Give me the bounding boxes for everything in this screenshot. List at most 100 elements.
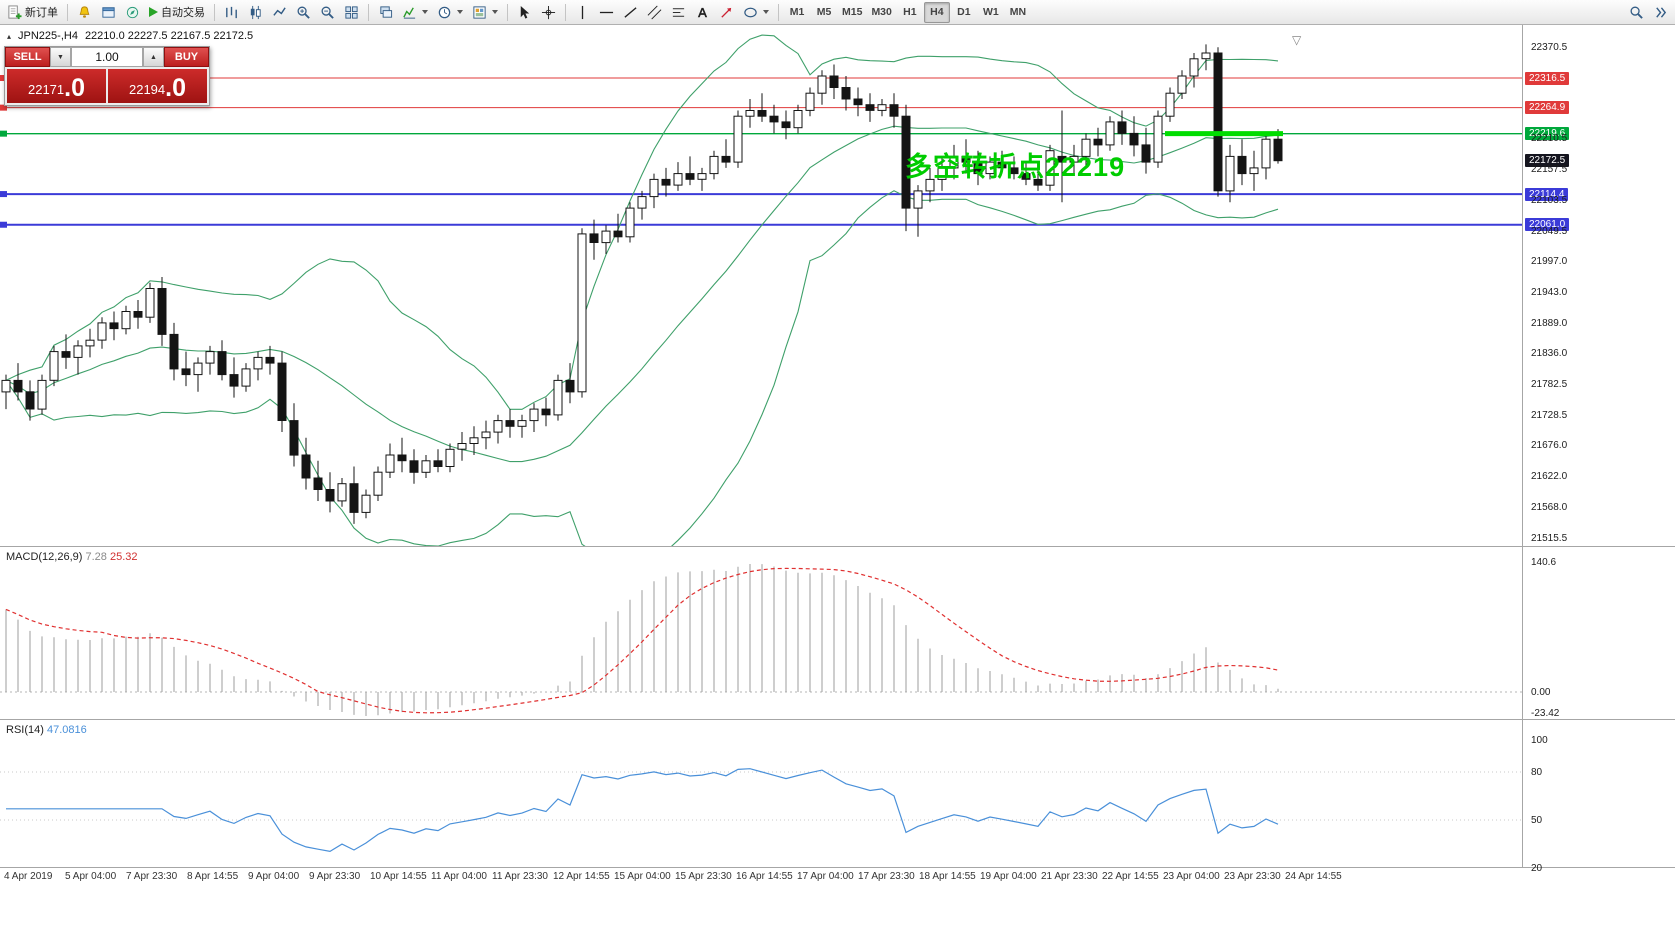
macd-panel[interactable]	[0, 547, 1522, 720]
time-label: 11 Apr 23:30	[492, 871, 548, 882]
cursor-tool-button[interactable]	[513, 2, 536, 23]
bar-chart-icon[interactable]	[220, 2, 243, 23]
volume-input[interactable]	[71, 47, 143, 67]
clock-icon	[438, 6, 451, 18]
level-handle[interactable]	[0, 191, 7, 198]
candlestick-chart-icon[interactable]	[244, 2, 267, 23]
one-click-controls: SELL ▼ ▲ BUY	[5, 47, 209, 67]
horizontal-levels	[0, 75, 1522, 228]
chart-area[interactable]: ▴ JPN225-,H4 22210.0 22227.5 22167.5 221…	[0, 25, 1675, 952]
price-axis[interactable]: 22370.5 22316.5 22264.9 22219.6 22210.5 22172…	[1523, 25, 1675, 874]
toolbar-expand-button[interactable]	[1649, 2, 1672, 23]
price-axis-divider	[1522, 25, 1523, 867]
panel-divider[interactable]	[0, 546, 1675, 547]
time-label: 24 Apr 14:55	[1285, 871, 1342, 882]
timeframe-mn[interactable]: MN	[1005, 2, 1031, 23]
new-order-label: 新订单	[25, 7, 58, 19]
chevron-down-icon	[457, 10, 463, 14]
timeframe-d1[interactable]: D1	[951, 2, 977, 23]
collapse-icon[interactable]: ▴	[7, 31, 12, 41]
rsi-line	[6, 768, 1279, 853]
time-axis[interactable]: 4 Apr 2019 5 Apr 04:00 7 Apr 23:30 8 Apr 14…	[0, 868, 1522, 886]
volume-increase-button[interactable]: ▲	[143, 47, 164, 67]
zoom-out-button[interactable]	[316, 2, 339, 23]
line-icon	[273, 6, 286, 16]
time-label: 15 Apr 23:30	[675, 871, 732, 882]
panel-divider[interactable]	[0, 719, 1675, 720]
toolbar-separator	[565, 3, 566, 21]
time-axis-divider	[0, 867, 1675, 868]
tile-windows-button[interactable]	[340, 2, 363, 23]
level-handle[interactable]	[0, 104, 7, 111]
volume-decrease-button[interactable]: ▼	[50, 47, 71, 67]
macd-value: 7.28	[85, 551, 107, 563]
new-order-button[interactable]: 新订单	[3, 2, 62, 23]
vertical-line-icon	[581, 5, 584, 19]
timeframe-m1[interactable]: M1	[784, 2, 810, 23]
rsi-scale-label: 80	[1531, 767, 1543, 778]
shapes-tool[interactable]	[739, 2, 773, 23]
quick-search-button[interactable]	[1625, 2, 1648, 23]
autotrading-button[interactable]: 自动交易	[145, 2, 209, 23]
level-handle[interactable]	[0, 221, 7, 228]
buy-price[interactable]: 22194.0	[108, 69, 207, 103]
alerts-icon[interactable]	[73, 2, 96, 23]
toolbar-separator	[214, 3, 215, 21]
toolbar-separator	[507, 3, 508, 21]
zoom-in-button[interactable]	[292, 2, 315, 23]
symbol-ohlc: 22210.0 22227.5 22167.5 22172.5	[84, 30, 254, 42]
vertical-line-tool[interactable]	[571, 2, 594, 23]
navigator-icon[interactable]	[121, 2, 144, 23]
toolbar: 新订单 自动交易	[0, 0, 1675, 25]
time-label: 9 Apr 23:30	[309, 871, 361, 882]
price-chart-panel[interactable]	[0, 25, 1522, 547]
timeframe-w1[interactable]: W1	[978, 2, 1004, 23]
rsi-panel[interactable]	[0, 720, 1522, 868]
rsi-scale-label: 50	[1531, 815, 1543, 826]
timeframe-h1[interactable]: H1	[897, 2, 923, 23]
price-label: 22114.4	[1525, 187, 1569, 201]
rsi-value: 47.0816	[46, 724, 87, 736]
bollinger-lower	[5, 190, 1279, 547]
trendline-tool[interactable]	[619, 2, 642, 23]
line-chart-icon[interactable]	[268, 2, 291, 23]
level-handle[interactable]	[0, 130, 7, 137]
arrows-tool[interactable]	[715, 2, 738, 23]
horizontal-line-icon	[599, 11, 614, 13]
bollinger-upper	[5, 34, 1279, 410]
sell-price-fraction: .0	[64, 74, 85, 102]
play-icon	[149, 7, 158, 17]
macd-signal-value: 25.32	[109, 551, 138, 563]
symbol-info: ▴ JPN225-,H4 22210.0 22227.5 22167.5 221…	[7, 30, 253, 42]
template-icon	[473, 5, 486, 19]
time-label: 12 Apr 14:55	[553, 871, 610, 882]
level-handle[interactable]	[0, 75, 7, 82]
price-label: 21889.0	[1531, 318, 1568, 329]
cascade-windows-button[interactable]	[374, 2, 397, 23]
price-label: 22061.0	[1525, 218, 1570, 232]
timeframe-h4[interactable]: H4	[923, 1, 950, 23]
buy-button[interactable]: BUY	[164, 47, 209, 67]
price-label: 22316.5	[1525, 71, 1570, 85]
chart-shift-marker[interactable]: ▽	[1292, 33, 1302, 47]
timeframe-m15[interactable]: M15	[838, 2, 866, 23]
text-tool[interactable]	[691, 2, 714, 23]
timeframe-m5[interactable]: M5	[811, 2, 837, 23]
crosshair-tool-button[interactable]	[537, 2, 560, 23]
toolbar-separator	[778, 3, 779, 21]
time-label: 16 Apr 14:55	[736, 871, 793, 882]
templates-button[interactable]	[468, 2, 502, 23]
sell-price[interactable]: 22171.0	[7, 69, 106, 103]
periods-button[interactable]	[433, 2, 467, 23]
channel-tool[interactable]	[643, 2, 666, 23]
timeframe-m30[interactable]: M30	[867, 2, 895, 23]
toolbar-separator	[368, 3, 369, 21]
data-window-icon[interactable]	[97, 2, 120, 23]
indicators-button[interactable]	[398, 2, 432, 23]
macd-name: MACD(12,26,9)	[6, 551, 83, 563]
time-label: 17 Apr 23:30	[858, 871, 915, 882]
horizontal-line-tool[interactable]	[595, 2, 618, 23]
fibonacci-tool[interactable]	[667, 2, 690, 23]
sell-button[interactable]: SELL	[5, 47, 50, 67]
price-label: 21997.0	[1531, 256, 1568, 267]
